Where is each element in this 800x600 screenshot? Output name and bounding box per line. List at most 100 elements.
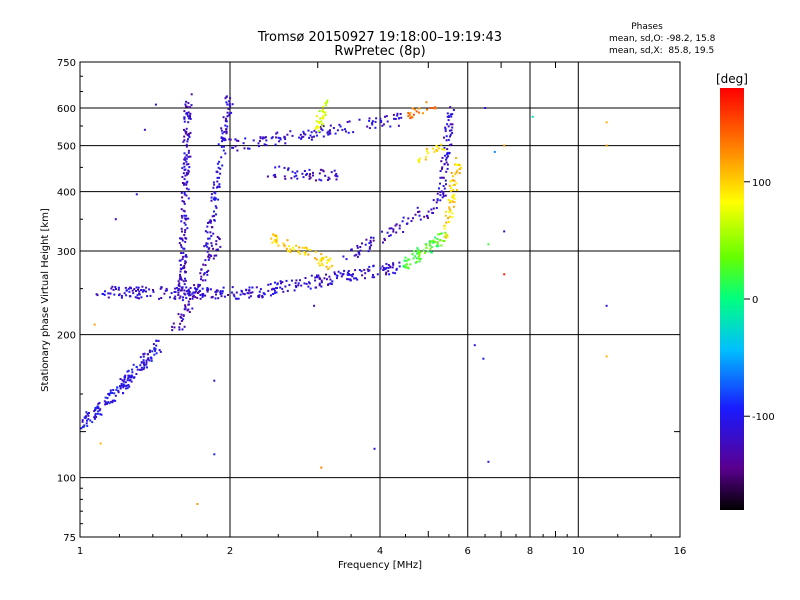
data-point — [192, 295, 194, 298]
data-point — [184, 262, 186, 265]
data-point — [297, 282, 300, 285]
data-point — [446, 163, 449, 166]
data-point — [206, 271, 208, 273]
data-point — [117, 286, 120, 289]
data-point — [409, 117, 412, 120]
data-point — [185, 160, 188, 163]
data-point — [185, 127, 188, 130]
data-point — [458, 164, 460, 166]
data-point — [437, 245, 440, 248]
data-point — [448, 211, 451, 214]
data-point — [178, 242, 181, 245]
data-point — [220, 129, 223, 132]
data-point — [456, 189, 458, 191]
data-point — [94, 414, 97, 417]
data-point — [206, 287, 209, 289]
data-point — [291, 134, 294, 137]
data-point — [319, 168, 322, 171]
data-point — [473, 344, 476, 347]
data-point — [116, 386, 119, 389]
data-point — [222, 286, 225, 289]
data-point — [215, 170, 218, 173]
data-point — [138, 297, 141, 300]
data-point — [87, 414, 90, 417]
data-point — [448, 201, 451, 204]
data-point — [99, 442, 102, 445]
data-point — [304, 277, 307, 279]
data-point — [434, 236, 437, 239]
data-point — [448, 206, 451, 209]
data-point — [333, 271, 336, 274]
data-point — [148, 288, 151, 291]
data-point — [183, 135, 186, 138]
data-point — [174, 287, 177, 290]
data-point — [195, 290, 198, 293]
data-point — [223, 139, 226, 142]
data-point — [177, 291, 180, 294]
data-point — [283, 175, 286, 178]
data-point — [109, 389, 112, 392]
data-point — [224, 119, 227, 122]
data-point — [444, 154, 447, 157]
data-point — [108, 402, 111, 405]
data-point — [387, 264, 390, 266]
data-point — [149, 349, 152, 352]
data-point — [188, 114, 191, 117]
data-point — [414, 213, 417, 216]
data-point — [239, 293, 242, 296]
data-point — [207, 237, 210, 240]
data-point — [388, 273, 391, 276]
data-point — [258, 145, 260, 148]
data-point — [277, 136, 280, 139]
data-point — [193, 284, 196, 287]
data-point — [429, 244, 431, 247]
data-point — [180, 214, 183, 217]
data-point — [439, 191, 442, 194]
data-point — [153, 347, 156, 350]
data-point — [196, 503, 199, 505]
data-point — [305, 282, 308, 285]
data-point — [299, 279, 301, 282]
data-point — [228, 100, 231, 103]
data-point — [230, 111, 233, 114]
data-point — [185, 143, 188, 146]
data-point — [135, 286, 138, 289]
data-point — [182, 172, 185, 175]
data-point — [446, 115, 449, 118]
data-point — [329, 124, 332, 127]
data-point — [322, 105, 325, 108]
data-point — [135, 193, 138, 196]
data-point — [251, 286, 254, 289]
data-point — [93, 417, 96, 420]
data-point — [189, 106, 192, 109]
data-point — [183, 266, 186, 269]
data-point — [324, 102, 327, 105]
data-point — [451, 123, 454, 126]
data-point — [437, 147, 440, 150]
data-point — [185, 145, 188, 148]
data-point — [416, 252, 418, 255]
data-point — [375, 117, 378, 120]
data-point — [184, 270, 186, 273]
data-point — [159, 287, 162, 290]
data-point — [237, 297, 240, 300]
data-point — [185, 214, 188, 217]
data-point — [187, 102, 190, 105]
data-point — [392, 271, 395, 274]
data-point — [137, 288, 139, 291]
plot-frame — [79, 61, 681, 538]
data-point — [390, 227, 393, 230]
data-point — [213, 191, 216, 194]
data-point — [179, 270, 182, 273]
data-point — [345, 130, 347, 133]
data-point — [105, 401, 107, 404]
data-point — [301, 246, 304, 249]
data-point — [405, 266, 408, 269]
data-point — [446, 153, 448, 156]
chart-subtitle: RwPretec (8p) — [334, 44, 425, 59]
data-point — [309, 176, 312, 179]
data-point — [436, 238, 439, 240]
data-point — [337, 270, 340, 273]
data-point — [312, 171, 314, 174]
data-point — [106, 402, 109, 405]
